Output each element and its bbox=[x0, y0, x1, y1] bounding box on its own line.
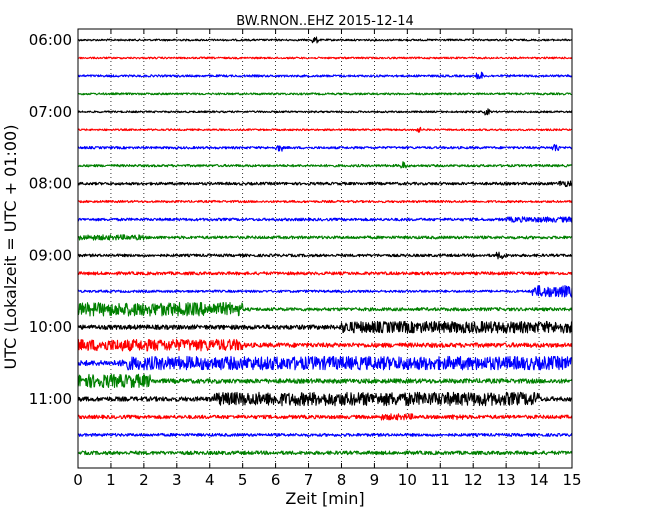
trace-line bbox=[77, 36, 573, 44]
plot-frame bbox=[77, 28, 573, 469]
x-tick-label: 12 bbox=[464, 471, 483, 489]
x-tick-label: 6 bbox=[271, 471, 281, 489]
trace-line bbox=[77, 251, 573, 260]
x-tick-label: 9 bbox=[370, 471, 380, 489]
x-tick-label: 14 bbox=[530, 471, 549, 489]
trace-line bbox=[77, 234, 573, 241]
trace-line bbox=[77, 391, 573, 407]
axis-ticks: 0 1 2 3 4 5 6 7 8 9 10 11 12 13 14 1506:0007:0008:0009:… bbox=[29, 29, 582, 489]
y-tick-label: 10:00 bbox=[29, 318, 72, 336]
y-axis-label: UTC (Lokalzeit = UTC + 01:00) bbox=[1, 125, 20, 370]
trace-line bbox=[77, 126, 573, 133]
x-tick-label: 10 bbox=[398, 471, 417, 489]
trace-line bbox=[77, 301, 573, 317]
x-tick-label: 8 bbox=[337, 471, 347, 489]
trace-line bbox=[77, 338, 573, 352]
trace-line bbox=[77, 320, 573, 334]
trace-line bbox=[77, 432, 573, 437]
x-tick-label: 11 bbox=[431, 471, 450, 489]
trace-line bbox=[77, 143, 573, 152]
trace-line bbox=[77, 161, 573, 169]
trace-line bbox=[77, 285, 573, 298]
trace-line bbox=[77, 271, 573, 276]
y-tick-label: 07:00 bbox=[29, 103, 72, 121]
y-tick-label: 09:00 bbox=[29, 246, 72, 264]
trace-line bbox=[77, 56, 573, 60]
x-tick-label: 4 bbox=[205, 471, 215, 489]
trace-line bbox=[77, 413, 573, 421]
trace-line bbox=[77, 92, 573, 96]
trace-line bbox=[77, 180, 573, 188]
trace-line bbox=[77, 108, 573, 116]
trace-line bbox=[77, 71, 573, 80]
trace-line bbox=[77, 450, 573, 456]
x-tick-label: 15 bbox=[562, 471, 581, 489]
x-tick-label: 3 bbox=[172, 471, 182, 489]
x-tick-label: 7 bbox=[304, 471, 314, 489]
x-tick-label: 13 bbox=[497, 471, 516, 489]
x-tick-label: 0 bbox=[73, 471, 83, 489]
x-tick-label: 2 bbox=[139, 471, 149, 489]
trace-line bbox=[77, 216, 573, 223]
traces bbox=[77, 36, 573, 456]
x-axis-label: Zeit [min] bbox=[285, 489, 364, 508]
y-tick-label: 08:00 bbox=[29, 175, 72, 193]
x-tick-label: 1 bbox=[106, 471, 116, 489]
trace-line bbox=[77, 373, 573, 389]
chart-title: BW.RNON..EHZ 2015-12-14 bbox=[236, 14, 414, 29]
x-tick-label: 5 bbox=[238, 471, 248, 489]
y-tick-label: 06:00 bbox=[29, 31, 72, 49]
trace-line bbox=[77, 355, 573, 371]
trace-line bbox=[77, 199, 573, 204]
y-tick-label: 11:00 bbox=[29, 390, 72, 408]
